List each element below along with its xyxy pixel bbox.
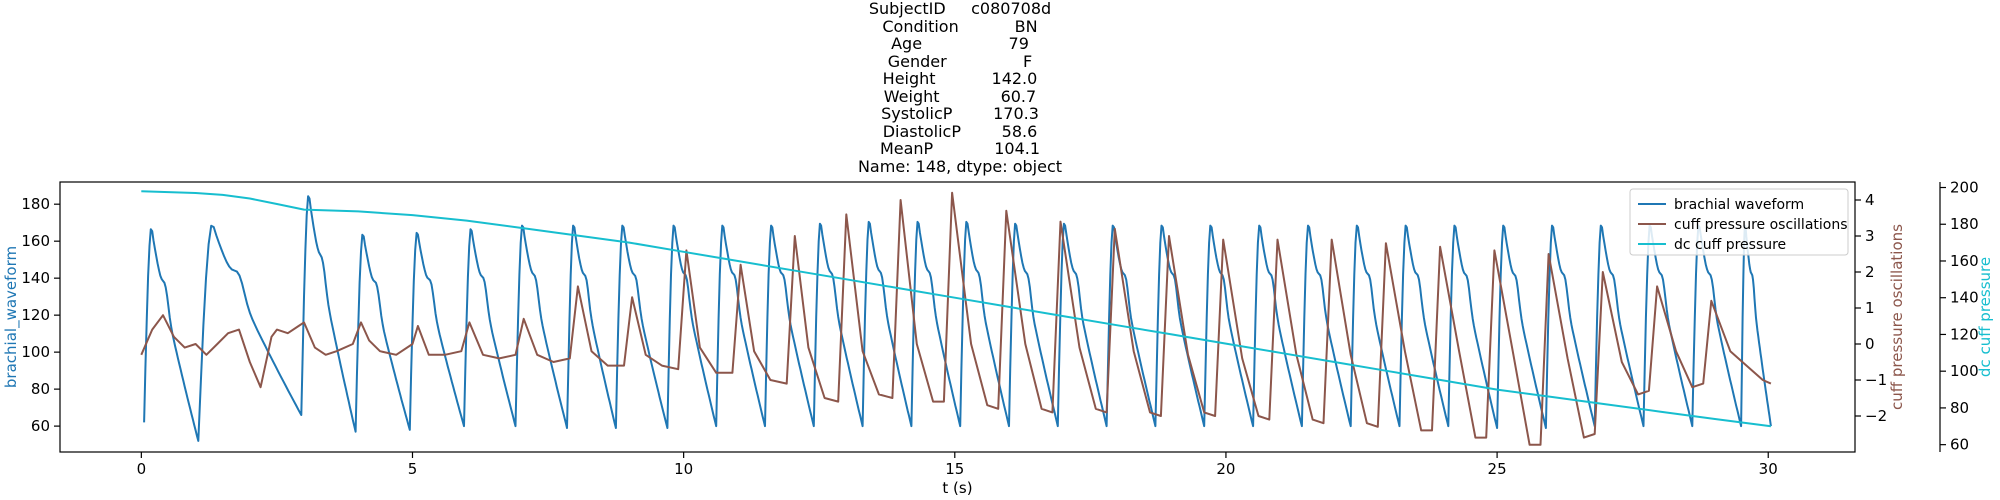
- title-line: Name: 148, dtype: object: [857, 156, 1063, 176]
- title-line: Weight 60.7: [883, 86, 1037, 106]
- right-tick-label: −1: [1865, 371, 1887, 389]
- title-line: Height 142.0: [882, 69, 1038, 88]
- legend-label: brachial waveform: [1674, 197, 1804, 213]
- series-line: [141, 190, 1772, 428]
- title-line: SystolicP 170.3: [881, 104, 1039, 123]
- left-tick-label: 80: [31, 380, 50, 398]
- legend-label: dc cuff pressure: [1674, 237, 1786, 253]
- left-axis-label: brachial_waveform: [2, 246, 21, 388]
- title-line: Condition BN: [882, 16, 1038, 36]
- right2-tick-label: 120: [1950, 325, 1979, 343]
- left-tick-label: 60: [31, 417, 50, 435]
- right-tick-label: 1: [1865, 299, 1875, 317]
- right-tick-label: −2: [1865, 407, 1887, 425]
- right-tick-label: 3: [1865, 227, 1875, 245]
- left-tick-label: 140: [21, 269, 50, 287]
- legend-label: cuff pressure oscillations: [1674, 217, 1848, 233]
- x-tick-label: 30: [1759, 460, 1778, 478]
- series-line: [140, 191, 1772, 446]
- x-tick-label: 25: [1488, 460, 1507, 478]
- series-line: [143, 195, 1772, 442]
- left-tick-label: 180: [21, 195, 50, 213]
- x-tick-label: 20: [1216, 460, 1235, 478]
- right2-tick-label: 80: [1950, 399, 1969, 417]
- chart-title: SubjectID c080708d Condition BN Age 79 Gend…: [600, 0, 1320, 175]
- x-tick-label: 0: [137, 460, 147, 478]
- left-tick-label: 100: [21, 343, 50, 361]
- right-tick-label: 0: [1865, 335, 1875, 353]
- x-tick-label: 5: [408, 460, 418, 478]
- x-tick-label: 10: [674, 460, 693, 478]
- title-line: Age 79: [891, 34, 1029, 53]
- right2-tick-label: 160: [1950, 252, 1979, 270]
- x-tick-label: 15: [945, 460, 964, 478]
- plot-frame: [59, 181, 1856, 453]
- right-tick-label: 4: [1865, 191, 1875, 209]
- right2-tick-label: 100: [1950, 362, 1979, 380]
- title-line: DiastolicP 58.6: [882, 121, 1038, 141]
- left-tick-label: 120: [21, 306, 50, 324]
- right2-axis-label: dc cuff pressure: [1976, 257, 1994, 377]
- right2-tick-label: 140: [1950, 289, 1979, 307]
- left-tick-label: 160: [21, 232, 50, 250]
- right-axis-label: cuff pressure oscillations: [1888, 224, 1906, 410]
- title-line: Gender F: [887, 51, 1033, 71]
- legend-box: [1629, 188, 1849, 256]
- right2-tick-label: 200: [1950, 179, 1979, 197]
- title-line: MeanP 104.1: [879, 139, 1041, 158]
- right2-tick-label: 180: [1950, 215, 1979, 233]
- title-line: SubjectID c080708d: [868, 0, 1052, 18]
- right-tick-label: 2: [1865, 263, 1875, 281]
- x-axis-label: t (s): [942, 479, 972, 497]
- right2-tick-label: 60: [1950, 436, 1969, 454]
